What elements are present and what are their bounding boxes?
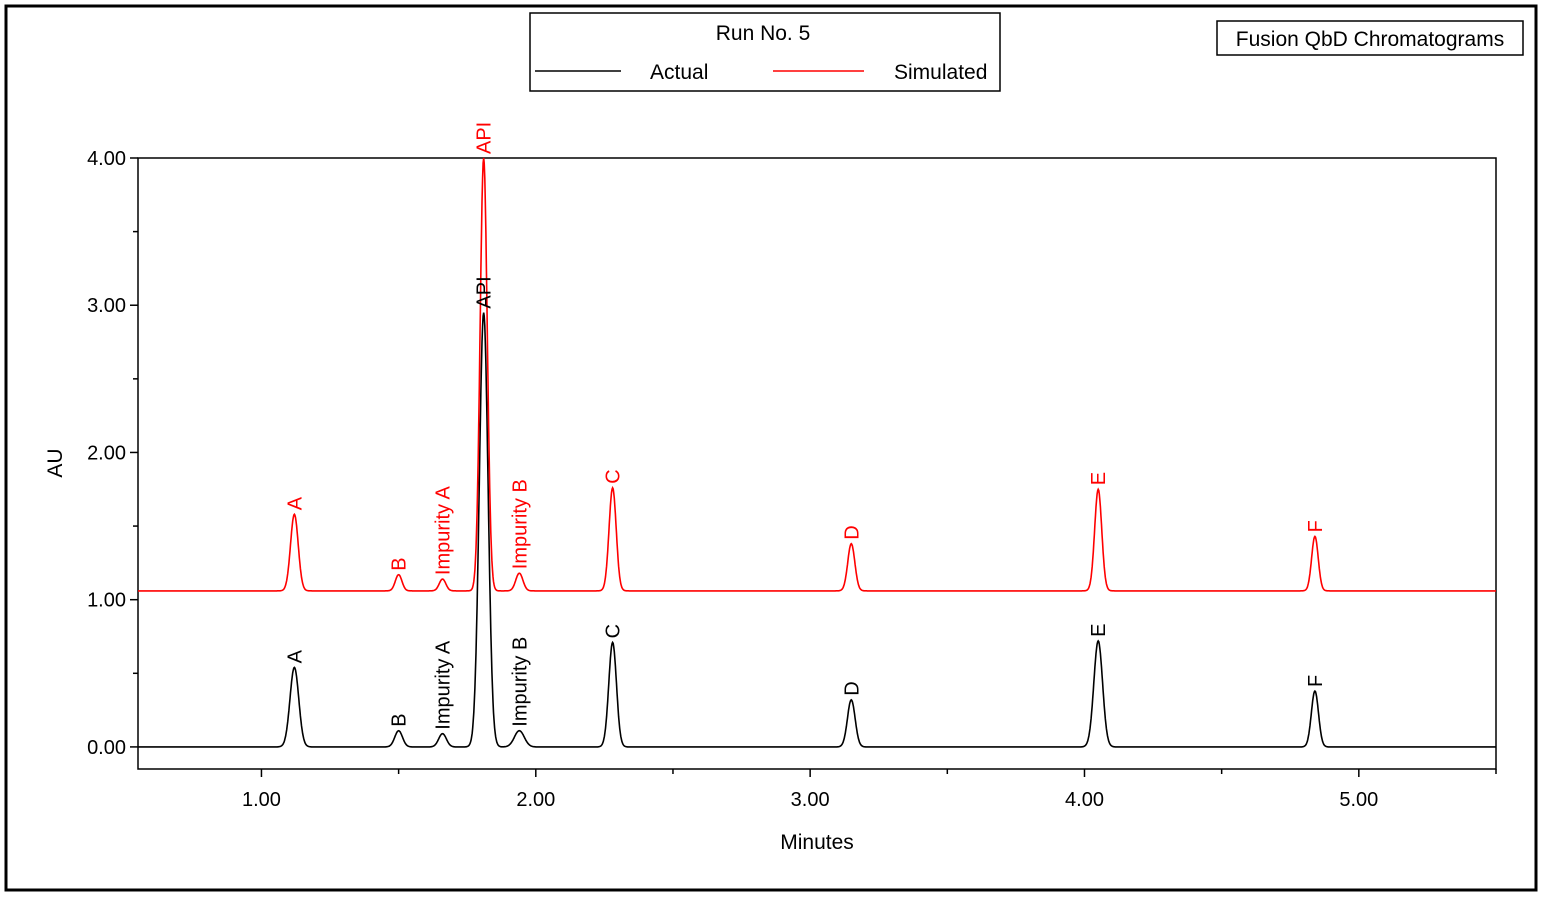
- legend-label-simulated: Simulated: [894, 61, 987, 84]
- x-tick-label: 1.00: [242, 789, 281, 811]
- chart-title: Fusion QbD Chromatograms: [1236, 28, 1504, 51]
- y-tick-label: 2.00: [87, 442, 126, 464]
- legend-title: Run No. 5: [716, 22, 811, 45]
- peak-label-actual-b: B: [389, 713, 411, 726]
- peak-label-simulated-impurity-a: Impurity A: [433, 486, 455, 576]
- peak-label-simulated-api: API: [474, 122, 496, 154]
- peak-label-actual-d: D: [841, 681, 863, 695]
- x-tick-label: 4.00: [1065, 789, 1104, 811]
- peak-label-actual-a: A: [284, 649, 306, 663]
- legend: Run No. 5 Actual Simulated: [529, 12, 1001, 92]
- traces: [138, 157, 1496, 748]
- x-axis: 1.00 2.00 3.00 4.00 5.00: [242, 769, 1497, 811]
- peak-label-simulated-e: E: [1088, 472, 1110, 485]
- y-tick-label: 4.00: [87, 148, 126, 170]
- y-tick-label: 0.00: [87, 737, 126, 759]
- legend-box: [529, 12, 1001, 92]
- trace-actual: [138, 312, 1496, 748]
- peak-label-simulated-d: D: [841, 525, 863, 539]
- x-tick-label: 5.00: [1339, 789, 1378, 811]
- peak-label-actual-api: API: [474, 276, 496, 308]
- y-tick-label: 1.00: [87, 590, 126, 612]
- peak-label-simulated-impurity-b: Impurity B: [509, 479, 531, 569]
- y-axis-label: AU: [44, 448, 67, 477]
- y-axis: 0.00 1.00 2.00 3.00 4.00: [87, 148, 138, 759]
- peak-label-actual-f: F: [1305, 675, 1327, 687]
- x-tick-label: 2.00: [516, 789, 555, 811]
- x-tick-label: 3.00: [791, 789, 830, 811]
- peak-label-actual-impurity-a: Impurity A: [433, 640, 455, 730]
- y-tick-label: 3.00: [87, 295, 126, 317]
- trace-simulated: [138, 157, 1496, 592]
- peak-label-simulated-c: C: [603, 469, 625, 483]
- plot-area: [137, 157, 1497, 770]
- peak-label-simulated-f: F: [1305, 520, 1327, 532]
- peak-label-actual-e: E: [1088, 624, 1110, 637]
- peak-labels: A B Impurity A API Impurity B C D E F A B Impurity …: [284, 122, 1327, 730]
- legend-label-actual: Actual: [650, 61, 708, 84]
- peak-label-simulated-a: A: [284, 496, 306, 510]
- title-box: Fusion QbD Chromatograms: [1216, 20, 1524, 56]
- peak-label-actual-impurity-b: Impurity B: [509, 637, 531, 727]
- peak-label-actual-c: C: [603, 624, 625, 638]
- x-axis-label: Minutes: [780, 831, 854, 854]
- peak-label-simulated-b: B: [389, 557, 411, 570]
- outer-frame: [4, 4, 1538, 892]
